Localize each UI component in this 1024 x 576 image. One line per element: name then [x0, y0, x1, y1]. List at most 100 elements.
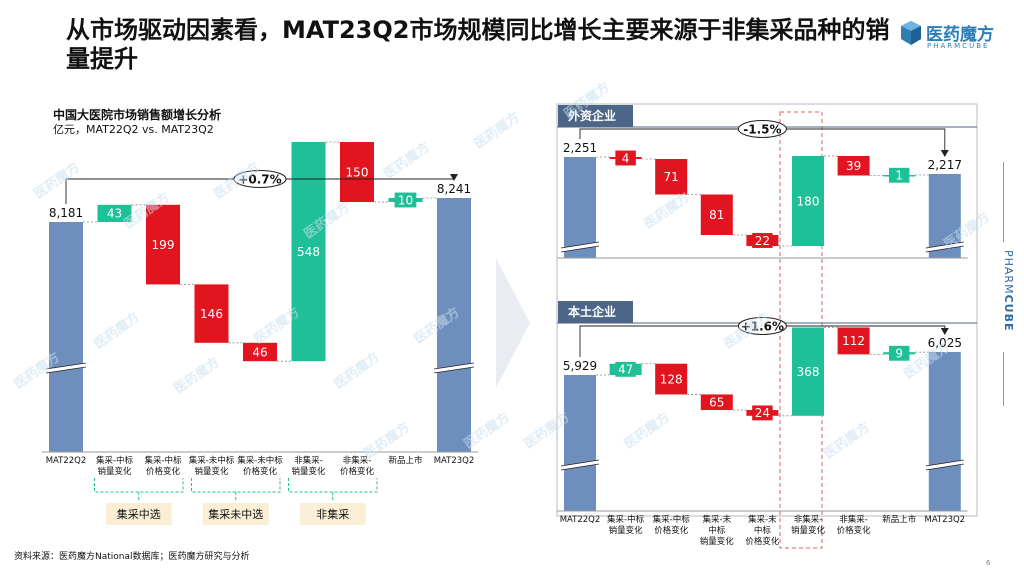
tick-label: 集采-未中标 [189, 455, 235, 466]
tick-label: MAT23Q2 [434, 456, 475, 466]
data-label: 5,929 [563, 359, 597, 373]
data-label: 112 [842, 334, 865, 348]
data-label: 6,025 [928, 336, 962, 350]
data-label: 199 [152, 238, 175, 252]
growth-arrow-icon [940, 327, 949, 335]
growth-oval [737, 317, 787, 335]
tick-label: 销量变化 [609, 525, 644, 536]
waterfall-bar [564, 157, 596, 258]
axis-break-line [560, 463, 600, 471]
data-label: 24 [755, 406, 770, 420]
tick-label: 价格变化 [654, 525, 689, 536]
axis-break-line [560, 241, 600, 249]
axis-break-line [433, 366, 475, 374]
data-label: 2,251 [563, 141, 597, 155]
group-bracket [288, 478, 378, 493]
waterfall-bar [437, 198, 471, 452]
tick-label: 价格变化 [340, 466, 375, 477]
waterfall-bar [792, 156, 824, 246]
tick-label: 集采-未中标 [237, 455, 283, 466]
data-label-bg [394, 192, 417, 208]
growth-oval [233, 170, 287, 188]
data-label: 150 [346, 165, 369, 179]
growth-label: +1.6% [741, 320, 784, 334]
data-label: 46 [252, 345, 267, 359]
tick-label: MAT22Q2 [560, 515, 601, 525]
data-label: 146 [200, 307, 223, 321]
group-bracket [94, 478, 184, 493]
data-label: 71 [664, 170, 679, 184]
tick-label: 非集采- [343, 455, 372, 466]
axis-break-mark [560, 460, 600, 470]
axis-break-line [925, 245, 964, 253]
foreign-panel-tag: 外资企业 [558, 105, 633, 127]
side-line-top [1003, 162, 1004, 242]
data-label-bg [888, 345, 910, 361]
data-label: 65 [709, 396, 724, 410]
axis-break-mark [45, 363, 87, 373]
waterfall-bar [49, 222, 83, 452]
data-label: 368 [797, 365, 820, 379]
tick-label: MAT22Q2 [46, 456, 87, 466]
data-label: 22 [755, 234, 770, 248]
data-label: 1 [895, 169, 903, 183]
source-note: 资料来源：医药魔方National数据库；医药魔方研究与分析 [14, 552, 250, 562]
growth-oval [737, 120, 787, 138]
logo-name: 医药魔方 [926, 25, 994, 45]
group-label-bg [202, 503, 269, 525]
waterfall-bar [837, 327, 870, 355]
axis-break-line [925, 463, 964, 471]
waterfall-bar [837, 156, 870, 176]
side-brand: PHARMCUBE [985, 162, 1024, 406]
left-chart-subtitle: 亿元，MAT22Q2 vs. MAT23Q2 [53, 123, 214, 136]
waterfall-bar [700, 194, 733, 235]
data-label: 548 [297, 245, 320, 259]
data-label-bg [752, 405, 773, 421]
logo-subtitle: PHARMCUBE [927, 42, 990, 50]
domestic-panel-tag: 本土企业 [558, 301, 633, 323]
tick-label: 销量变化 [97, 466, 132, 477]
growth-label: +0.7% [238, 173, 281, 187]
axis-break-mark [925, 460, 965, 470]
data-label-bg [752, 233, 773, 248]
data-label: 8,181 [49, 206, 83, 220]
axis-break-line [925, 459, 964, 467]
axis-break-line [433, 362, 475, 370]
tick-label: 中标 [708, 525, 726, 536]
tick-label: 非集采- [839, 514, 868, 525]
page-title: 从市场驱动因素看，MAT23Q2市场规模同比增长主要来源于非集采品种的销量提升 [66, 16, 890, 73]
tick-label: 新品上市 [388, 455, 423, 466]
side-brand-text: PHARMCUBE [1002, 250, 1015, 332]
tick-label: 新品上市 [882, 514, 917, 525]
tick-label: MAT23Q2 [924, 515, 965, 525]
tick-label: 集采-未 [703, 514, 732, 525]
tick-label: 集采-未 [748, 514, 777, 525]
data-label-bg [888, 167, 910, 183]
left-chart-title: 中国大医院市场销售额增长分析 [53, 108, 222, 122]
pharmcube-logo: 医药魔方 PHARMCUBE [900, 18, 1018, 58]
data-label: 10 [398, 193, 413, 207]
waterfall-bar [928, 351, 961, 511]
tick-label: 价格变化 [745, 536, 780, 547]
axis-break-mark [925, 242, 965, 252]
transition-arrow-icon [496, 258, 530, 388]
group-label-bg [105, 503, 172, 525]
cube-logo-icon [901, 21, 921, 45]
tick-label: 销量变化 [791, 525, 826, 536]
tick-label: 非集采- [294, 455, 323, 466]
waterfall-bar [243, 342, 277, 362]
tick-label: 价格变化 [837, 525, 872, 536]
data-label: 180 [797, 194, 820, 208]
waterfall-bar [291, 142, 326, 362]
waterfall-bar [655, 159, 688, 195]
tick-label: 销量变化 [291, 466, 326, 477]
axis-break-line [45, 362, 87, 370]
waterfall-bar [340, 142, 374, 202]
data-label: 128 [660, 372, 683, 386]
data-label: 8,241 [437, 182, 471, 196]
group-label: 集采未中选 [208, 507, 263, 521]
waterfall-bar [655, 363, 688, 395]
axis-break-line [560, 245, 600, 253]
data-label-bg [706, 394, 728, 410]
